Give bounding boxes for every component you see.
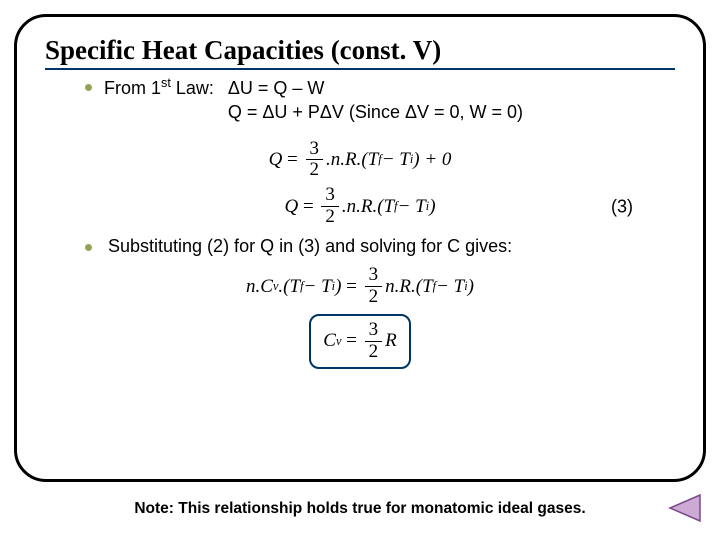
prev-arrow-button[interactable] xyxy=(666,493,702,528)
eq1-frac: 3 2 xyxy=(306,139,324,182)
eq2-lhs: Q xyxy=(284,196,298,218)
bullet-1-label-b: Law: xyxy=(171,78,214,98)
bullet-1-sup: st xyxy=(161,76,171,90)
eq3-frac: 3 2 xyxy=(365,265,383,308)
boxed-frac: 3 2 xyxy=(365,320,383,363)
slide-title: Specific Heat Capacities (const. V) xyxy=(45,35,675,70)
equation-2: Q = 3 2 .n.R.(Tf − Ti) (3) xyxy=(45,185,675,228)
eq1-mid: .n.R.(T xyxy=(326,149,378,171)
triangle-left-icon xyxy=(666,493,702,523)
law-line-1: ΔU = Q – W xyxy=(228,76,523,100)
bullet-1: From 1st Law: ΔU = Q – W Q = ΔU + PΔV (S… xyxy=(85,76,675,125)
law-line-2: Q = ΔU + PΔV (Since ΔV = 0, W = 0) xyxy=(228,100,523,124)
bullet-dot-icon xyxy=(85,244,92,251)
eq1-lhs: Q xyxy=(269,149,283,171)
bullet-2: Substituting (2) for Q in (3) and solvin… xyxy=(85,236,675,257)
bullet-2-text: Substituting (2) for Q in (3) and solvin… xyxy=(108,236,512,257)
footnote: Note: This relationship holds true for m… xyxy=(0,500,720,518)
equation-1: Q = 3 2 .n.R.(Tf − Ti) + 0 xyxy=(45,139,675,182)
eq2-frac: 3 2 xyxy=(321,185,339,228)
boxed-result: Cv = 3 2 R xyxy=(309,314,411,369)
bullet-1-label-a: From 1 xyxy=(104,78,161,98)
equation-3: n.Cv.(Tf − Ti) = 3 2 n.R.(Tf − Ti) xyxy=(45,265,675,308)
bullet-1-equations: ΔU = Q – W Q = ΔU + PΔV (Since ΔV = 0, W… xyxy=(228,76,523,125)
eq2-label: (3) xyxy=(611,196,633,217)
bullet-1-label: From 1st Law: xyxy=(104,76,214,99)
boxed-result-wrap: Cv = 3 2 R xyxy=(45,314,675,369)
bullet-dot-icon xyxy=(85,84,92,91)
slide-frame: Specific Heat Capacities (const. V) From… xyxy=(14,14,706,482)
